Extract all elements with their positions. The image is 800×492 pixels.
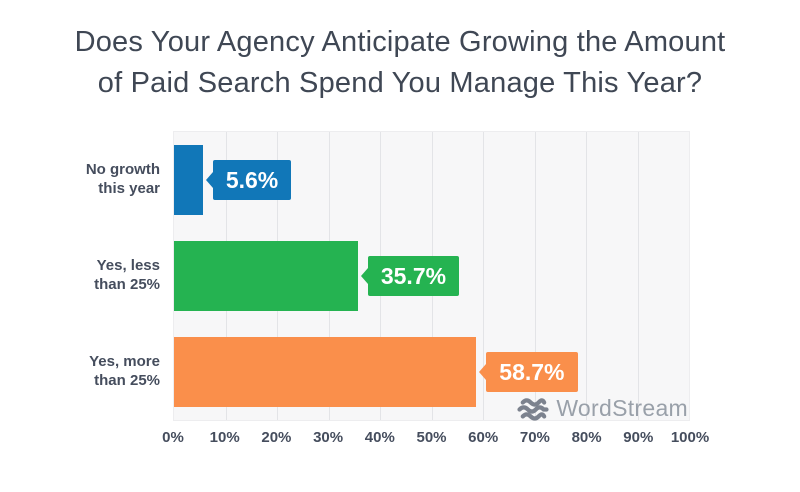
x-axis: 0% 10% 20% 30% 40% 50% 60% 70% 80% 90% 100% <box>162 429 709 451</box>
chart-title: Does Your Agency Anticipate Growing the … <box>0 22 800 104</box>
plot-area: 5.6% 35.7% 58.7% <box>173 131 690 421</box>
x-tick-label: 40% <box>364 429 395 446</box>
x-tick-label: 70% <box>519 429 550 446</box>
gridline <box>586 132 587 420</box>
callout-arrow-icon <box>205 172 213 188</box>
chart-title-line2: of Paid Search Spend You Manage This Yea… <box>97 67 703 99</box>
value-callout-2: 58.7% <box>479 352 578 392</box>
callout-arrow-icon <box>360 268 368 284</box>
gridline <box>534 132 536 420</box>
bar-0 <box>174 145 203 215</box>
x-tick-label: 30% <box>313 429 344 446</box>
x-tick-label: 60% <box>468 429 499 446</box>
gridline <box>637 132 639 420</box>
category-label-2: Yes, more than 25% <box>89 353 160 389</box>
x-tick-label: 90% <box>623 429 654 446</box>
wordstream-waves-icon <box>517 397 549 421</box>
x-tick-label: 80% <box>571 429 602 446</box>
x-tick-label: 20% <box>261 429 292 446</box>
y-axis-labels: No growth this year Yes, less than 25% Yes… <box>0 131 160 421</box>
bar-1 <box>174 241 358 311</box>
x-tick-label: 50% <box>416 429 447 446</box>
watermark-text: WordStream <box>556 395 688 421</box>
category-label-0: No growth this year <box>85 161 160 197</box>
gridline <box>483 132 484 420</box>
value-callout-1: 35.7% <box>360 256 460 296</box>
x-tick-label: 0% <box>162 429 184 446</box>
value-callout-0: 5.6% <box>205 160 292 200</box>
category-label-1: Yes, less than 25% <box>94 257 160 293</box>
watermark: WordStream <box>516 395 688 422</box>
x-tick-label: 10% <box>209 429 240 446</box>
chart-title-line1: Does Your Agency Anticipate Growing the … <box>74 26 726 58</box>
bar-2 <box>174 337 477 407</box>
callout-arrow-icon <box>479 364 487 380</box>
x-tick-label: 100% <box>670 429 710 446</box>
